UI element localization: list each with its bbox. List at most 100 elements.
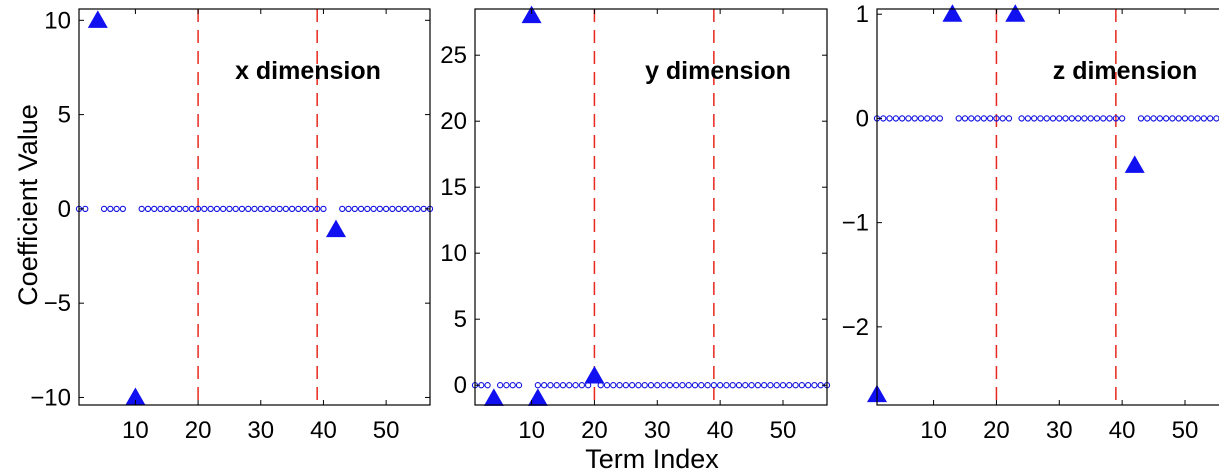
zero-marker xyxy=(251,205,258,213)
zero-marker xyxy=(930,115,937,122)
x-tick-label: 50 xyxy=(770,417,797,444)
zero-marker xyxy=(207,205,214,213)
x-tick-label: 10 xyxy=(518,417,545,444)
y-tick-label: 0 xyxy=(58,196,71,223)
nonzero-marker xyxy=(483,388,504,406)
zero-marker xyxy=(572,382,579,389)
zero-marker xyxy=(201,205,208,213)
zero-marker xyxy=(119,205,127,213)
nonzero-marker xyxy=(325,219,346,238)
zero-marker xyxy=(798,382,806,389)
y-tick-label: 20 xyxy=(440,108,467,135)
zero-marker xyxy=(370,205,377,213)
nonzero-marker xyxy=(521,5,542,24)
zero-marker xyxy=(194,205,202,213)
zero-marker xyxy=(1037,115,1044,122)
zero-marker xyxy=(288,205,296,213)
zero-marker xyxy=(566,382,573,389)
zero-marker xyxy=(1087,115,1094,122)
zero-marker xyxy=(226,205,233,213)
nonzero-marker xyxy=(1005,4,1026,22)
y-tick-label: 0 xyxy=(454,372,467,399)
zero-marker xyxy=(754,382,762,389)
zero-marker xyxy=(357,205,365,213)
zero-marker xyxy=(107,205,114,213)
panel-2: 10 20 30 40 50 0 5 10 15 20 25 y dimension xyxy=(440,5,831,444)
zero-marker xyxy=(666,382,674,389)
zero-marker xyxy=(169,205,177,213)
zero-marker xyxy=(547,382,554,389)
zero-marker xyxy=(157,205,164,213)
zero-marker xyxy=(723,382,730,389)
zero-marker xyxy=(603,382,611,389)
zero-marker xyxy=(232,205,239,213)
zero-marker xyxy=(1093,115,1101,122)
zero-marker xyxy=(1074,115,1082,122)
zero-marker xyxy=(276,205,283,213)
zero-marker xyxy=(628,382,636,389)
zero-marker xyxy=(282,205,289,213)
zero-marker xyxy=(1175,115,1182,122)
panel-title: z dimension xyxy=(1053,57,1197,85)
zero-marker xyxy=(1144,115,1151,122)
zero-marker xyxy=(779,382,787,389)
x-tick-label: 30 xyxy=(1046,417,1073,444)
zero-marker xyxy=(1049,115,1057,122)
y-axis-label: Coefficient Value xyxy=(13,104,43,306)
zero-marker xyxy=(672,382,680,389)
zero-marker xyxy=(220,205,227,213)
nonzero-marker xyxy=(527,388,548,406)
y-tick-label: 5 xyxy=(454,306,467,333)
zero-marker xyxy=(1018,115,1025,122)
x-tick-label: 40 xyxy=(707,417,734,444)
zero-marker xyxy=(1194,115,1201,122)
nonzero-marker xyxy=(1124,155,1145,173)
zero-marker xyxy=(320,205,327,213)
zero-marker xyxy=(515,382,523,389)
zero-marker xyxy=(1137,115,1145,122)
y-tick-label: 10 xyxy=(440,240,467,267)
zero-marker xyxy=(1056,115,1063,122)
zero-marker xyxy=(163,205,170,213)
zero-marker xyxy=(622,382,630,389)
zero-marker xyxy=(1188,115,1195,122)
zero-marker xyxy=(999,115,1006,122)
zero-marker xyxy=(811,382,818,389)
y-tick-label: −1 xyxy=(842,210,869,237)
zero-marker xyxy=(804,382,812,389)
zero-marker xyxy=(138,205,145,213)
zero-marker xyxy=(641,382,648,389)
panel-title: y dimension xyxy=(645,57,791,85)
zero-marker xyxy=(151,205,158,213)
zero-marker xyxy=(345,205,352,213)
zero-marker xyxy=(786,382,793,389)
zero-marker xyxy=(892,115,900,122)
x-tick-label: 40 xyxy=(1109,417,1136,444)
zero-marker xyxy=(1162,115,1170,122)
x-tick-label: 20 xyxy=(983,417,1010,444)
panel-1: 10 20 30 40 50 −10 −5 0 5 10 x dimension xyxy=(30,7,434,444)
x-tick-label: 30 xyxy=(247,417,274,444)
zero-marker xyxy=(767,382,774,389)
zero-marker xyxy=(1005,115,1013,122)
zero-marker xyxy=(735,382,743,389)
zero-marker xyxy=(559,382,567,389)
zero-marker xyxy=(748,382,755,389)
y-tick-label: 10 xyxy=(44,7,71,34)
axes-frame xyxy=(78,8,431,406)
zero-marker xyxy=(578,382,586,389)
zero-marker xyxy=(698,382,705,389)
zero-marker xyxy=(911,115,918,122)
zero-marker xyxy=(760,382,768,389)
zero-marker xyxy=(1068,115,1076,122)
nonzero-marker xyxy=(942,4,963,22)
zero-marker xyxy=(742,382,749,389)
zero-marker xyxy=(408,205,415,213)
zero-marker xyxy=(364,205,371,213)
y-tick-label: 15 xyxy=(440,174,467,201)
zero-marker xyxy=(351,205,358,213)
zero-marker xyxy=(295,205,302,213)
zero-marker xyxy=(905,115,912,122)
zero-marker xyxy=(704,382,711,389)
